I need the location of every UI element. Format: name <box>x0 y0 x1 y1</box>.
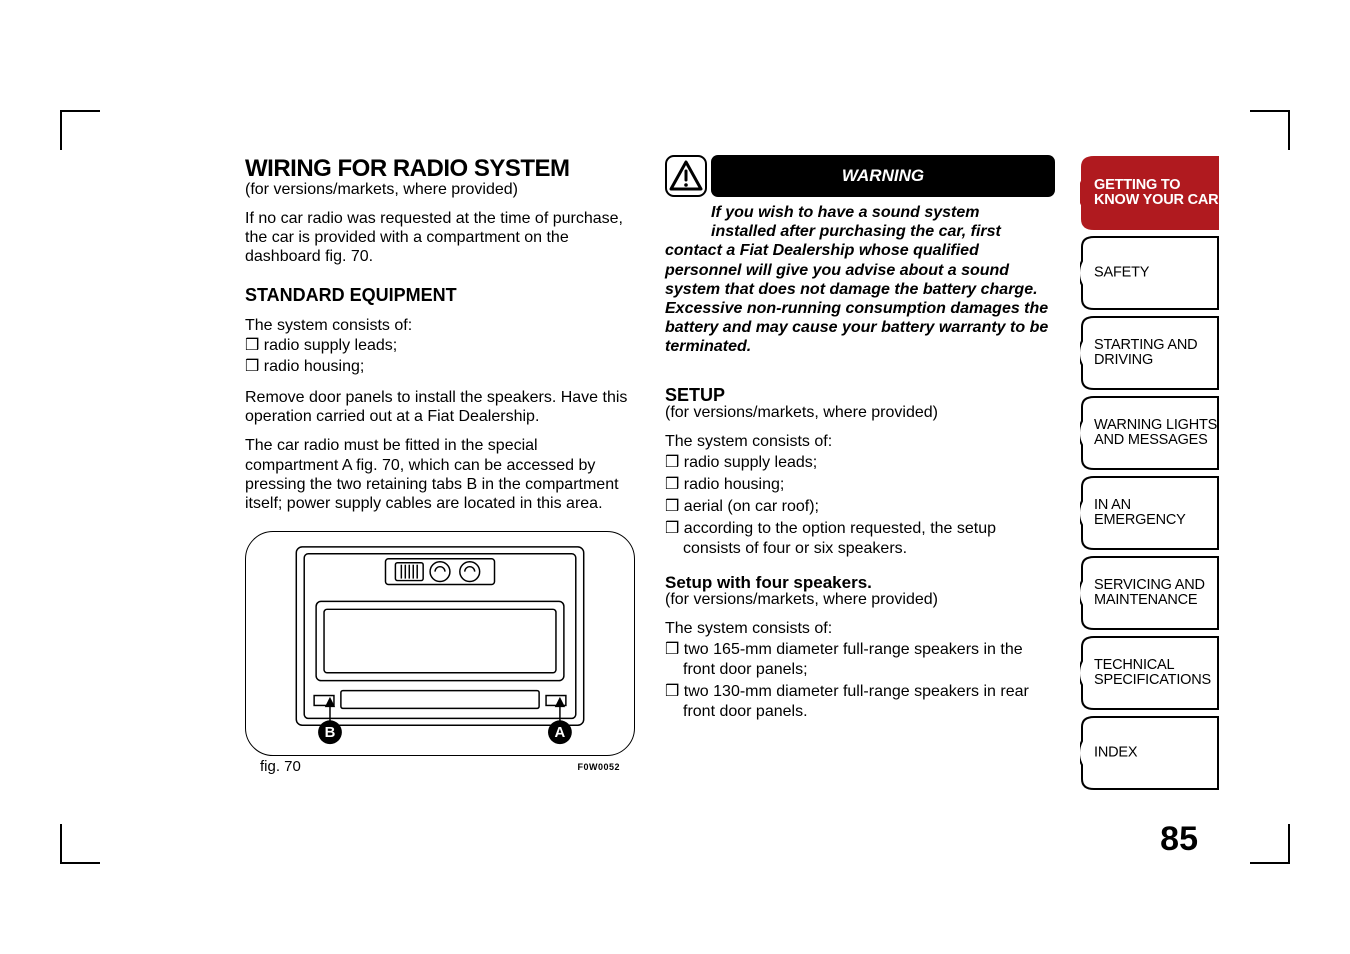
tab-label: GETTING TOKNOW YOUR CAR <box>1094 178 1218 208</box>
crop-mark <box>1250 110 1290 112</box>
crop-mark <box>60 110 100 112</box>
body-text: The system consists of: <box>665 619 1055 638</box>
warning-line1: If you wish to have a sound system <box>665 203 1055 222</box>
section-title: WIRING FOR RADIO SYSTEM <box>245 155 635 183</box>
page-number: 85 <box>1160 820 1198 859</box>
warning-body: contact a Fiat Dealership whose qualifie… <box>665 242 1048 355</box>
bullet-list: two 165-mm diameter full-range speakers … <box>665 640 1055 722</box>
bullet-list: radio supply leads; radio housing; aeria… <box>665 453 1055 559</box>
setup-heading: SETUP <box>665 385 1055 406</box>
tab-label: STARTING ANDDRIVING <box>1094 338 1197 368</box>
figure-code: F0W0052 <box>577 762 620 772</box>
bullet-list: radio supply leads; radio housing; <box>245 335 635 378</box>
setup-subtitle: (for versions/markets, where provided) <box>665 404 1055 422</box>
figure-image: B A <box>245 531 635 756</box>
nav-tab-6[interactable]: TECHNICALSPECIFICATIONS <box>1080 635 1220 711</box>
tab-label: TECHNICALSPECIFICATIONS <box>1094 658 1211 688</box>
body-text: The system consists of: <box>665 432 1055 451</box>
intro-paragraph: If no car radio was requested at the tim… <box>245 209 635 267</box>
figure-caption: fig. 70 F0W0052 <box>260 758 620 775</box>
setup-four-subtitle: (for versions/markets, where provided) <box>665 591 1055 609</box>
crop-mark <box>60 862 100 864</box>
body-text: The system consists of: <box>245 316 635 335</box>
nav-tab-5[interactable]: SERVICING ANDMAINTENANCE <box>1080 555 1220 631</box>
left-column: WIRING FOR RADIO SYSTEM (for versions/ma… <box>245 155 635 845</box>
crop-mark <box>1250 862 1290 864</box>
tab-label: SERVICING ANDMAINTENANCE <box>1094 578 1205 608</box>
list-item: aerial (on car roof); <box>665 497 1055 517</box>
warning-text: If you wish to have a sound system insta… <box>665 203 1055 357</box>
warning-line2: installed after purchasing the car, firs… <box>665 222 1055 241</box>
figure-label-b: B <box>325 725 336 741</box>
nav-tab-4[interactable]: IN AN EMERGENCY <box>1080 475 1220 551</box>
list-item: two 165-mm diameter full-range speakers … <box>665 640 1055 680</box>
warning-triangle-icon <box>665 155 707 197</box>
side-tab-navigation: GETTING TOKNOW YOUR CAR SAFETY STARTING AN… <box>1080 155 1220 795</box>
warning-header: WARNING <box>665 155 1055 197</box>
figure-label-a: A <box>555 725 566 741</box>
list-item: radio housing; <box>665 475 1055 495</box>
nav-tab-2[interactable]: STARTING ANDDRIVING <box>1080 315 1220 391</box>
list-item: two 130-mm diameter full-range speakers … <box>665 682 1055 722</box>
nav-tab-0[interactable]: GETTING TOKNOW YOUR CAR <box>1080 155 1220 231</box>
page: WIRING FOR RADIO SYSTEM (for versions/ma… <box>0 0 1350 954</box>
list-item: radio housing; <box>245 356 635 378</box>
nav-tab-3[interactable]: WARNING LIGHTSAND MESSAGES <box>1080 395 1220 471</box>
setup-four-heading: Setup with four speakers. <box>665 573 1055 593</box>
nav-tab-1[interactable]: SAFETY <box>1080 235 1220 311</box>
figure-70: B A fig. 70 F0W0052 <box>245 531 635 775</box>
list-item: radio supply leads; <box>245 335 635 357</box>
figure-number: fig. 70 <box>260 758 301 775</box>
tab-label: IN AN EMERGENCY <box>1094 498 1220 528</box>
subsection-heading: STANDARD EQUIPMENT <box>245 285 635 306</box>
list-item: according to the option requested, the s… <box>665 519 1055 559</box>
tab-label: INDEX <box>1094 745 1137 760</box>
tab-label: SAFETY <box>1094 265 1149 280</box>
list-item: radio supply leads; <box>665 453 1055 473</box>
tab-label: WARNING LIGHTSAND MESSAGES <box>1094 418 1217 448</box>
nav-tab-7[interactable]: INDEX <box>1080 715 1220 791</box>
body-text: Remove door panels to install the speake… <box>245 388 635 426</box>
right-column: WARNING If you wish to have a sound syst… <box>665 155 1055 845</box>
section-subtitle: (for versions/markets, where provided) <box>245 181 635 199</box>
warning-title-bar: WARNING <box>711 155 1055 197</box>
body-text: The car radio must be fitted in the spec… <box>245 436 635 513</box>
content-area: WIRING FOR RADIO SYSTEM (for versions/ma… <box>245 155 1055 845</box>
radio-compartment-illustration: B A <box>246 532 634 755</box>
